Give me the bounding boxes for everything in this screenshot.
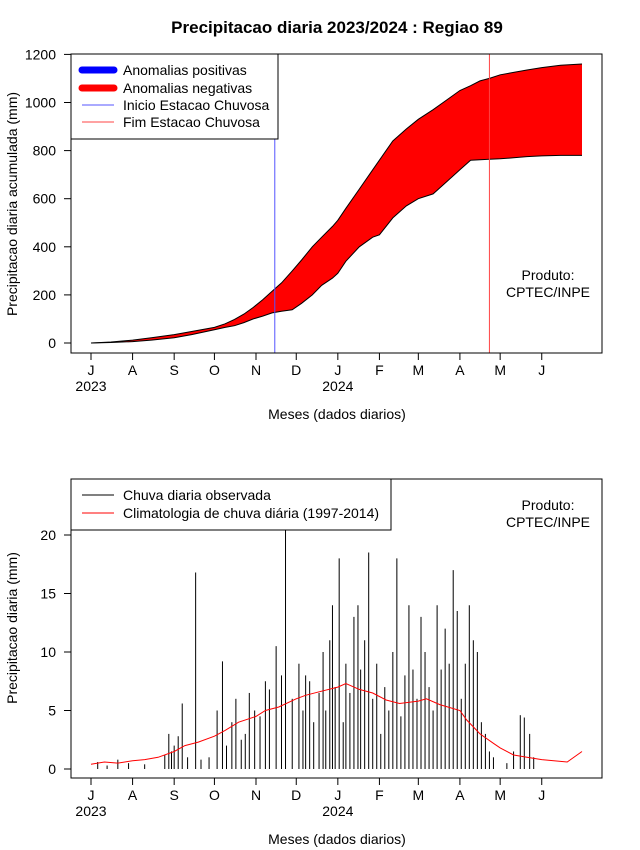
x-tick-label: S: [170, 787, 179, 803]
x-tick-label: M: [412, 362, 424, 378]
y-tick-label: 0: [48, 761, 56, 777]
bottom-x-axis-label: Meses (dados diarios): [268, 831, 406, 847]
x-tick-label: M: [494, 362, 506, 378]
x-tick-label: F: [375, 787, 384, 803]
x-tick-label: J: [538, 787, 545, 803]
x-year-label: 2023: [75, 378, 106, 394]
x-year-label: 2023: [75, 803, 106, 819]
x-tick-label: O: [209, 362, 220, 378]
x-tick-label: A: [128, 362, 138, 378]
x-tick-label: A: [455, 362, 465, 378]
legend-label-start: Inicio Estacao Chuvosa: [123, 97, 270, 113]
top-annotation-line1: Produto:: [522, 267, 575, 283]
x-tick-label: N: [251, 362, 261, 378]
x-tick-label: A: [455, 787, 465, 803]
legend-label-observed: Chuva diaria observada: [123, 487, 271, 503]
x-tick-label: O: [209, 787, 220, 803]
climatology-daily-line: [90, 683, 583, 765]
x-tick-label: M: [412, 787, 424, 803]
legend-label-positive: Anomalias positivas: [123, 62, 247, 78]
x-tick-label: D: [291, 362, 301, 378]
legend-label-end: Fim Estacao Chuvosa: [123, 114, 260, 130]
y-tick-label: 1200: [25, 46, 56, 62]
top-annotation-line2: CPTEC/INPE: [506, 284, 590, 300]
negative-anomaly-area: [91, 64, 582, 343]
y-tick-label: 600: [33, 191, 57, 207]
x-tick-label: J: [88, 787, 95, 803]
x-year-label: 2024: [322, 378, 353, 394]
bottom-annotation-line1: Produto:: [522, 497, 575, 513]
legend-label-climatology: Climatologia de chuva diária (1997-2014): [123, 505, 379, 521]
y-tick-label: 20: [40, 527, 56, 543]
y-tick-label: 5: [48, 703, 56, 719]
top-legend: Anomalias positivas Anomalias negativas …: [70, 53, 279, 140]
y-tick-label: 0: [48, 335, 56, 351]
chart-title: Precipitacao diaria 2023/2024 : Regiao 8…: [171, 18, 503, 37]
x-tick-label: A: [128, 787, 138, 803]
bottom-legend: Chuva diaria observada Climatologia de c…: [70, 478, 392, 531]
x-tick-label: N: [251, 787, 261, 803]
top-y-axis: 0 200 400 600 800 1000 1200: [25, 46, 72, 351]
bottom-y-axis-label: Precipitacao diaria (mm): [4, 552, 20, 704]
observed-accumulated-line: [90, 154, 582, 344]
bottom-annotation-line2: CPTEC/INPE: [506, 514, 590, 530]
x-tick-label: J: [334, 787, 341, 803]
legend-label-negative: Anomalias negativas: [123, 80, 252, 96]
y-tick-label: 10: [40, 644, 56, 660]
bottom-y-axis: 0 5 10 15 20: [40, 527, 72, 777]
x-year-label: 2024: [322, 803, 353, 819]
top-y-axis-label: Precipitacao diaria acumulada (mm): [4, 92, 20, 316]
climatology-accumulated-line: [90, 63, 583, 344]
top-x-axis-label: Meses (dados diarios): [268, 406, 406, 422]
x-tick-label: J: [88, 362, 95, 378]
x-tick-label: S: [170, 362, 179, 378]
x-tick-label: M: [494, 787, 506, 803]
x-tick-label: D: [291, 787, 301, 803]
x-tick-label: F: [375, 362, 384, 378]
y-tick-label: 15: [40, 586, 56, 602]
y-tick-label: 800: [33, 143, 57, 159]
y-tick-label: 1000: [25, 95, 56, 111]
y-tick-label: 400: [33, 239, 57, 255]
bottom-legend-box: [70, 478, 392, 531]
x-tick-label: J: [538, 362, 545, 378]
x-tick-label: J: [334, 362, 341, 378]
bottom-plot-data: [90, 511, 583, 769]
y-tick-label: 200: [33, 287, 57, 303]
